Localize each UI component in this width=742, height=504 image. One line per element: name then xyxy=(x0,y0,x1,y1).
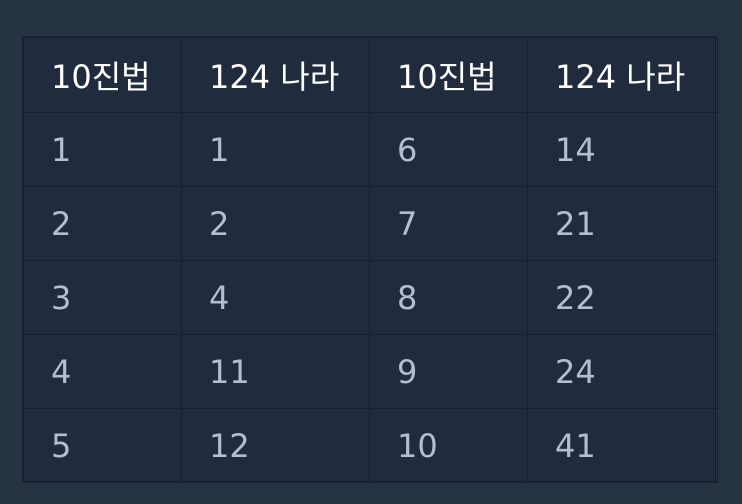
table-header: 10진법 124 나라 10진법 124 나라 xyxy=(23,37,718,113)
table-cell: 4 xyxy=(23,334,182,409)
table-cell: 12 xyxy=(181,408,370,483)
table-row: 5 12 10 41 xyxy=(23,408,718,483)
table-row: 3 4 8 22 xyxy=(23,260,718,335)
table-cell: 9 xyxy=(369,334,528,409)
header-decimal-1: 10진법 xyxy=(23,37,182,113)
table-body: 1 1 6 14 2 2 7 21 3 4 8 22 4 11 9 24 xyxy=(23,112,718,483)
table-cell: 4 xyxy=(181,260,370,335)
table-cell: 1 xyxy=(181,112,370,187)
table-cell: 2 xyxy=(181,186,370,261)
header-124-1: 124 나라 xyxy=(181,37,370,113)
decimal-to-124-table: 10진법 124 나라 10진법 124 나라 1 1 6 14 2 2 7 2… xyxy=(23,37,718,483)
table-cell: 2 xyxy=(23,186,182,261)
table-cell: 24 xyxy=(527,334,718,409)
header-decimal-2: 10진법 xyxy=(369,37,528,113)
table-cell: 22 xyxy=(527,260,718,335)
table-cell: 3 xyxy=(23,260,182,335)
header-row: 10진법 124 나라 10진법 124 나라 xyxy=(23,37,718,113)
table-row: 4 11 9 24 xyxy=(23,334,718,409)
table-cell: 8 xyxy=(369,260,528,335)
table-cell: 21 xyxy=(527,186,718,261)
table-cell: 6 xyxy=(369,112,528,187)
table-cell: 7 xyxy=(369,186,528,261)
table-cell: 41 xyxy=(527,408,718,483)
conversion-table: 10진법 124 나라 10진법 124 나라 1 1 6 14 2 2 7 2… xyxy=(22,36,718,483)
table-row: 1 1 6 14 xyxy=(23,112,718,187)
table-cell: 14 xyxy=(527,112,718,187)
header-124-2: 124 나라 xyxy=(527,37,718,113)
table-cell: 11 xyxy=(181,334,370,409)
table-cell: 5 xyxy=(23,408,182,483)
table-cell: 1 xyxy=(23,112,182,187)
table-cell: 10 xyxy=(369,408,528,483)
table-row: 2 2 7 21 xyxy=(23,186,718,261)
